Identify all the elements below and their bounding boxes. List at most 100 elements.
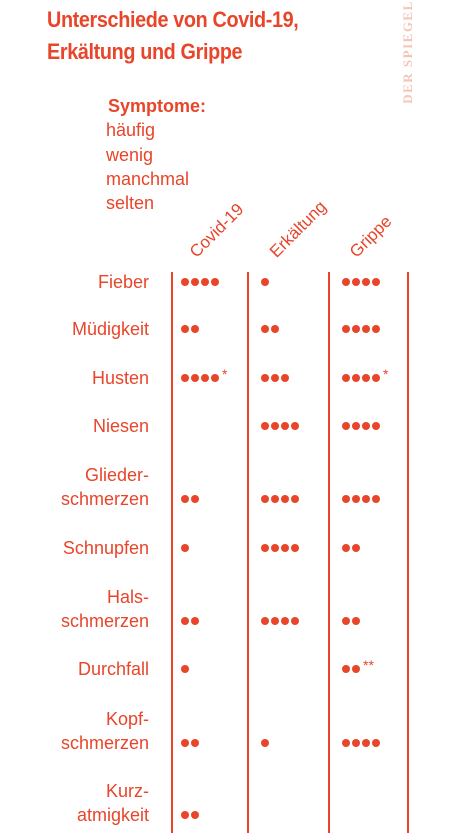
- dot-icon: [181, 374, 189, 382]
- symptom-label-line: schmerzen: [60, 611, 149, 631]
- dot-icon: [191, 739, 199, 747]
- dot-icon: [191, 325, 199, 333]
- legend-item: häufig: [0, 118, 300, 142]
- dot-icon: [201, 278, 209, 286]
- dot-icon: [281, 495, 289, 503]
- cell-flu: [342, 544, 360, 552]
- column-divider: [171, 272, 173, 833]
- column-header: Grippe: [345, 211, 396, 262]
- symptom-label-line: schmerzen: [60, 489, 149, 509]
- dot-icon: [261, 325, 269, 333]
- cell-flu: [342, 422, 380, 430]
- dot-icon: [261, 422, 269, 430]
- symptom-label-line: Durchfall: [77, 659, 149, 679]
- dot-icon: [352, 422, 360, 430]
- symptom-label: Husten: [92, 366, 149, 390]
- cell-flu: [342, 617, 360, 625]
- page-title: Unterschiede von Covid-19, Erkältung und…: [47, 4, 389, 68]
- legend-label: wenig: [106, 145, 154, 165]
- dot-icon: [181, 811, 189, 819]
- dot-icon: [271, 495, 279, 503]
- dot-icon: [362, 739, 370, 747]
- title-line-2: Erkältung und Grippe: [47, 39, 243, 64]
- symptom-label-line: schmerzen: [60, 733, 149, 753]
- dot-icon: [271, 374, 279, 382]
- dot-icon: [352, 325, 360, 333]
- dot-icon: [181, 617, 189, 625]
- column-divider: [247, 272, 249, 833]
- dot-icon: [362, 495, 370, 503]
- symptom-label: Glieder-schmerzen: [61, 463, 149, 511]
- dot-icon: [352, 665, 360, 673]
- dot-icon: [362, 325, 370, 333]
- cell-covid: [181, 811, 199, 819]
- cell-cold: [261, 422, 299, 430]
- dot-icon: [281, 617, 289, 625]
- dot-icon: [342, 374, 350, 382]
- dot-icon: [352, 617, 360, 625]
- dot-icon: [271, 617, 279, 625]
- dot-icon: [181, 739, 189, 747]
- cell-cold: [261, 544, 299, 552]
- dot-icon: [372, 739, 380, 747]
- dot-icon: [362, 422, 370, 430]
- cell-flu: [342, 278, 380, 286]
- cell-cold: [261, 739, 269, 747]
- symptom-label: Schnupfen: [63, 536, 149, 560]
- dot-icon: [291, 495, 299, 503]
- dot-icon: [281, 544, 289, 552]
- cell-covid: [181, 665, 189, 673]
- dot-icon: [372, 495, 380, 503]
- dot-icon: [372, 278, 380, 286]
- watermark-text: DER SPIEGEL: [400, 0, 415, 104]
- dot-icon: [211, 278, 219, 286]
- cell-covid: [181, 325, 199, 333]
- dot-icon: [291, 422, 299, 430]
- cell-flu: [342, 325, 380, 333]
- dot-icon: [342, 495, 350, 503]
- dot-icon: [181, 325, 189, 333]
- dot-icon: [352, 374, 360, 382]
- legend-title: Symptome:: [108, 96, 207, 116]
- symptom-label-line: Müdigkeit: [71, 319, 149, 339]
- dot-icon: [342, 422, 350, 430]
- dot-icon: [342, 325, 350, 333]
- footnote-marker: *: [383, 366, 389, 382]
- dot-icon: [342, 739, 350, 747]
- cell-flu: **: [342, 658, 374, 673]
- cell-flu: [342, 495, 380, 503]
- symptom-label-line: Husten: [91, 368, 149, 388]
- dot-icon: [261, 495, 269, 503]
- dot-icon: [181, 665, 189, 673]
- dot-icon: [342, 544, 350, 552]
- symptom-label: Hals-schmerzen: [61, 585, 149, 633]
- dot-icon: [191, 617, 199, 625]
- dot-icon: [352, 495, 360, 503]
- dot-icon: [181, 278, 189, 286]
- symptom-label: Niesen: [93, 414, 149, 438]
- dot-icon: [342, 665, 350, 673]
- cell-covid: [181, 544, 189, 552]
- dot-icon: [181, 544, 189, 552]
- cell-covid: *: [181, 367, 227, 382]
- legend-label: häufig: [106, 120, 156, 140]
- cell-covid: [181, 495, 199, 503]
- dot-icon: [181, 495, 189, 503]
- cell-covid: [181, 739, 199, 747]
- dot-icon: [271, 422, 279, 430]
- symptom-label-line: Kurz-: [105, 781, 149, 801]
- legend-label: selten: [106, 193, 155, 213]
- dot-icon: [261, 278, 269, 286]
- dot-icon: [291, 617, 299, 625]
- dot-icon: [191, 495, 199, 503]
- dot-icon: [352, 278, 360, 286]
- symptom-label-line: Hals-: [106, 587, 149, 607]
- cell-covid: [181, 617, 199, 625]
- dot-icon: [291, 544, 299, 552]
- column-divider: [407, 272, 409, 833]
- cell-cold: [261, 617, 299, 625]
- symptom-label: Kurz-atmigkeit: [77, 779, 149, 827]
- cell-cold: [261, 278, 269, 286]
- dot-icon: [271, 325, 279, 333]
- legend-item: wenig: [0, 143, 300, 167]
